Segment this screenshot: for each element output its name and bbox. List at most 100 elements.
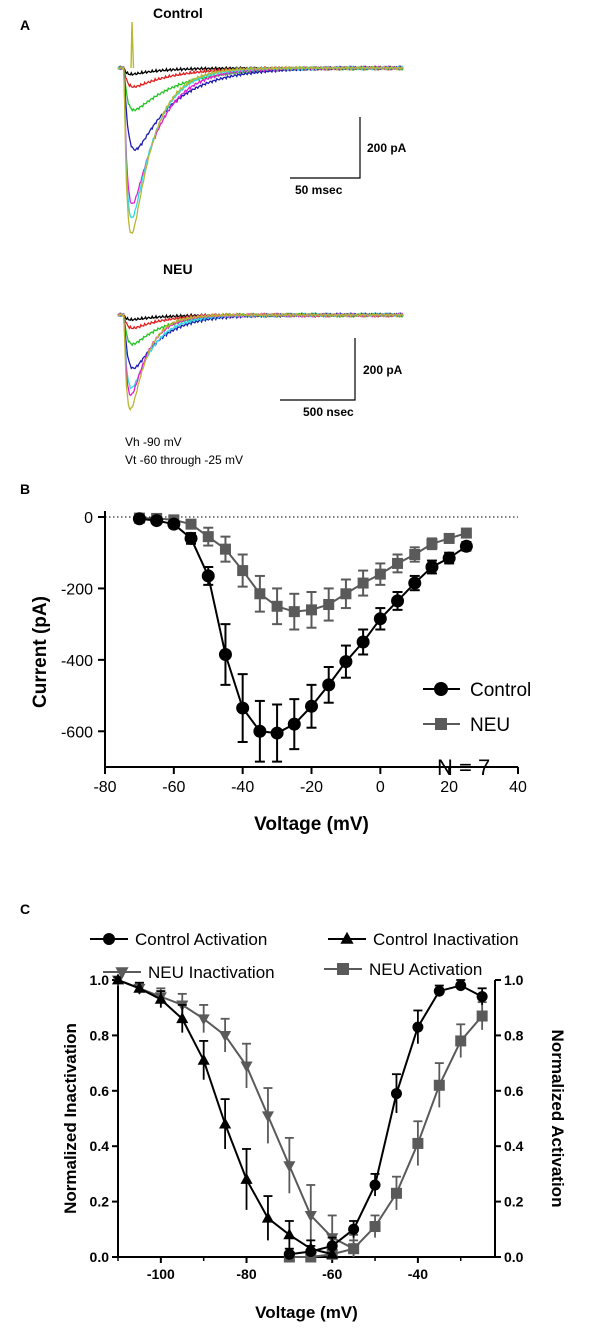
neu-scale-y-label: 200 pA (363, 363, 403, 377)
y-tick-label-right: 0.2 (504, 1194, 524, 1210)
data-point (288, 606, 300, 618)
y-tick-label-left: 0.8 (90, 1027, 110, 1043)
legend-label: Control Activation (135, 930, 267, 949)
trace-olive (117, 65, 404, 235)
y-axis-label-left: Normalized Inactivation (61, 1023, 80, 1214)
data-point (390, 1187, 402, 1199)
data-point (240, 1061, 253, 1073)
data-point (392, 557, 404, 569)
data-point (357, 577, 369, 589)
panel-c: C 0.0 0.0 0.2 0.2 0.4 0.4 0.6 0.6 0.8 0.8 1.0 1.0 -1… (20, 901, 567, 1322)
series-control-inactivation (111, 973, 339, 1259)
data-point (219, 1117, 232, 1129)
data-point (369, 1179, 381, 1191)
data-point (254, 588, 266, 600)
neu-scale-bar: 200 pA 500 nsec (280, 338, 403, 419)
x-tick-label: -100 (147, 1266, 175, 1282)
data-point (322, 678, 336, 692)
legend-marker (435, 718, 447, 730)
y-tick-label-right: 0.8 (504, 1027, 524, 1043)
x-tick-label: -40 (408, 1266, 428, 1282)
data-point (270, 726, 284, 740)
data-point (455, 1035, 467, 1047)
y-tick-label-left: 0.2 (90, 1194, 110, 1210)
legend-marker (115, 967, 129, 980)
series-control (132, 512, 473, 763)
y-tick-label: -400 (61, 653, 93, 670)
data-point (340, 588, 352, 600)
data-point (425, 560, 439, 574)
y-tick-label-left: 0.6 (90, 1083, 110, 1099)
x-tick-label: -60 (322, 1266, 342, 1282)
control-trace-group (117, 21, 404, 235)
y-tick-label: 0 (84, 510, 93, 527)
legend: Control NEU (423, 680, 531, 736)
data-point (455, 980, 467, 992)
x-tick-label: -80 (93, 779, 116, 796)
data-point (323, 599, 335, 610)
x-axis-label: Voltage (mV) (255, 1303, 358, 1322)
y-tick-label-left: 0.0 (90, 1249, 110, 1265)
neu-trace-group (117, 311, 404, 412)
panel-a: A Control 200 pA 50 msec NEU 200 pA 500 … (20, 5, 407, 467)
y-tick-label-left: 0.4 (90, 1138, 110, 1154)
data-point (218, 648, 232, 661)
data-point (476, 1010, 488, 1022)
protocol-vh: Vh -90 mV (125, 435, 182, 449)
trace-magenta (117, 312, 404, 397)
data-point (373, 612, 387, 626)
data-point (154, 992, 167, 1004)
data-point (442, 551, 456, 565)
data-point (412, 1137, 424, 1149)
x-tick-label: -80 (236, 1266, 256, 1282)
series-line (117, 979, 355, 1250)
data-point (326, 1240, 338, 1252)
data-point (111, 973, 125, 985)
y-axis-label-right: Normalized Activation (548, 1030, 567, 1208)
data-point (219, 1031, 232, 1042)
legend: Control Activation Control Inactivation NE… (90, 930, 519, 982)
y-tick-label: -200 (61, 581, 93, 598)
y-tick-label-right: 0.4 (504, 1138, 524, 1154)
data-point (305, 1245, 317, 1257)
legend-marker (340, 931, 354, 944)
panel-c-label: C (20, 901, 30, 917)
data-point (197, 1014, 210, 1026)
data-point (433, 985, 445, 997)
series-neu-inactivation (111, 975, 360, 1257)
data-point (185, 518, 197, 530)
legend-label: NEU (470, 715, 510, 736)
series-neu-activation (283, 1001, 488, 1263)
data-point (443, 532, 455, 544)
data-point (201, 569, 215, 583)
legend-marker (103, 933, 115, 945)
data-point (408, 576, 422, 590)
data-point (391, 594, 405, 608)
data-point (433, 1079, 445, 1091)
data-point (459, 539, 473, 553)
data-point (219, 543, 231, 555)
data-point (150, 514, 164, 528)
data-point (306, 604, 317, 616)
series-neu (133, 512, 472, 631)
neu-scale-x-label: 500 nsec (303, 405, 354, 419)
data-point (426, 538, 438, 550)
data-point (197, 1053, 210, 1065)
data-point (374, 568, 386, 580)
trace-olive (117, 312, 404, 412)
series-line (289, 984, 483, 1256)
panel-b-label: B (20, 481, 30, 497)
data-point (176, 1012, 189, 1024)
x-tick-label: 0 (376, 779, 385, 796)
data-point (283, 1248, 295, 1260)
data-point (253, 724, 267, 738)
y-axis-label: Current (pA) (30, 596, 51, 708)
activation-inactivation-chart: 0.0 0.0 0.2 0.2 0.4 0.4 0.6 0.6 0.8 0.8 1.0 1.0 -100… (61, 930, 567, 1322)
x-tick-label: 20 (440, 779, 458, 796)
data-point (237, 565, 249, 577)
stimulus-artifact (130, 21, 135, 69)
legend-marker (434, 682, 448, 696)
x-tick-label: -60 (162, 779, 185, 796)
data-point (369, 1221, 381, 1233)
